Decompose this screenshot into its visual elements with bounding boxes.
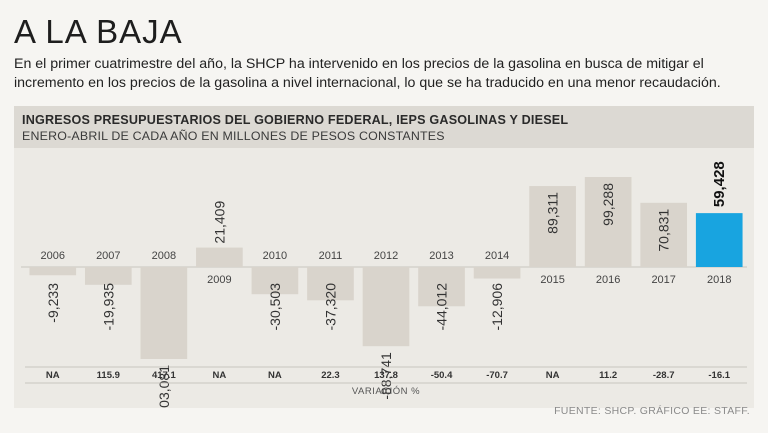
value-label-2007: -19,935 [100, 283, 116, 331]
value-label-2015: 89,311 [545, 192, 561, 234]
value-label-2010: -30,503 [267, 283, 283, 331]
variation-value-2007: 115.9 [97, 370, 120, 381]
value-label-2008: -103,081 [156, 365, 172, 408]
bar-2012 [362, 267, 410, 347]
bar-2007 [84, 267, 132, 285]
variation-value-2018: -16.1 [708, 370, 730, 381]
year-label-2008: 2008 [152, 250, 176, 262]
year-label-2010: 2010 [263, 250, 287, 262]
bar-2016 [584, 177, 632, 267]
year-label-2018: 2018 [707, 274, 731, 286]
variation-value-2011: 22.3 [321, 370, 340, 381]
year-label-2006: 2006 [41, 250, 65, 262]
chart-panel: INGRESOS PRESUPUESTARIOS DEL GOBIERNO FE… [14, 106, 754, 408]
source-note: FUENTE: SHCP. GRÁFICO EE: STAFF. [554, 405, 750, 417]
year-label-2013: 2013 [429, 250, 453, 262]
value-label-2018: 59,428 [711, 161, 728, 207]
variation-value-2017: -28.7 [653, 370, 675, 381]
year-label-2014: 2014 [485, 250, 509, 262]
bar-2015 [529, 186, 576, 267]
bar-2008 [140, 267, 188, 359]
value-label-2013: -44,012 [434, 283, 450, 331]
year-label-2007: 2007 [96, 250, 120, 262]
bar-2006 [29, 267, 77, 276]
variation-value-2015: NA [546, 370, 560, 381]
value-label-2006: -9,233 [45, 283, 61, 323]
page-subtitle: En el primer cuatrimestre del año, la SH… [14, 56, 721, 91]
value-label-2011: -37,320 [322, 283, 338, 331]
variation-value-2008: 417.1 [152, 370, 176, 381]
bar-2011 [307, 267, 354, 301]
year-label-2011: 2011 [319, 250, 343, 262]
value-label-2017: 70,831 [656, 209, 672, 252]
year-label-2009: 2009 [207, 274, 231, 286]
year-label-2017: 2017 [651, 274, 675, 286]
bar-2013 [418, 267, 465, 307]
variation-value-2006: NA [46, 370, 60, 381]
bar-2018 [695, 213, 743, 267]
bar-2017 [640, 202, 688, 267]
variation-value-2013: -50.4 [431, 370, 453, 381]
year-label-2012: 2012 [374, 250, 398, 262]
bar-2009 [196, 247, 243, 267]
value-label-2014: -12,906 [489, 283, 505, 331]
value-label-2016: 99,288 [600, 183, 616, 226]
variation-value-2010: NA [268, 370, 282, 381]
chart-title: INGRESOS PRESUPUESTARIOS DEL GOBIERNO FE… [22, 113, 569, 127]
bar-2014 [473, 267, 521, 279]
chart-header: INGRESOS PRESUPUESTARIOS DEL GOBIERNO FE… [14, 106, 754, 148]
bar-chart: 2006 -9,233 NA 2007 -19,935 115.9 2008 -103,081… [21, 161, 747, 408]
page-title: A LA BAJA [14, 13, 183, 50]
variation-label: VARIACIÓN % [352, 386, 420, 397]
chart-subtitle: ENERO-ABRIL DE CADA AÑO EN MILLONES DE P… [22, 129, 445, 143]
variation-value-2014: -70.7 [486, 370, 508, 381]
year-label-2016: 2016 [596, 274, 620, 286]
value-label-2009: 21,409 [211, 201, 227, 244]
variation-value-2009: NA [213, 370, 227, 381]
variation-value-2012: 137.8 [374, 370, 398, 381]
bar-2010 [251, 267, 299, 295]
value-label-2012: -88,741 [378, 352, 394, 400]
variation-value-2016: 11.2 [599, 370, 617, 381]
year-label-2015: 2015 [540, 274, 564, 286]
